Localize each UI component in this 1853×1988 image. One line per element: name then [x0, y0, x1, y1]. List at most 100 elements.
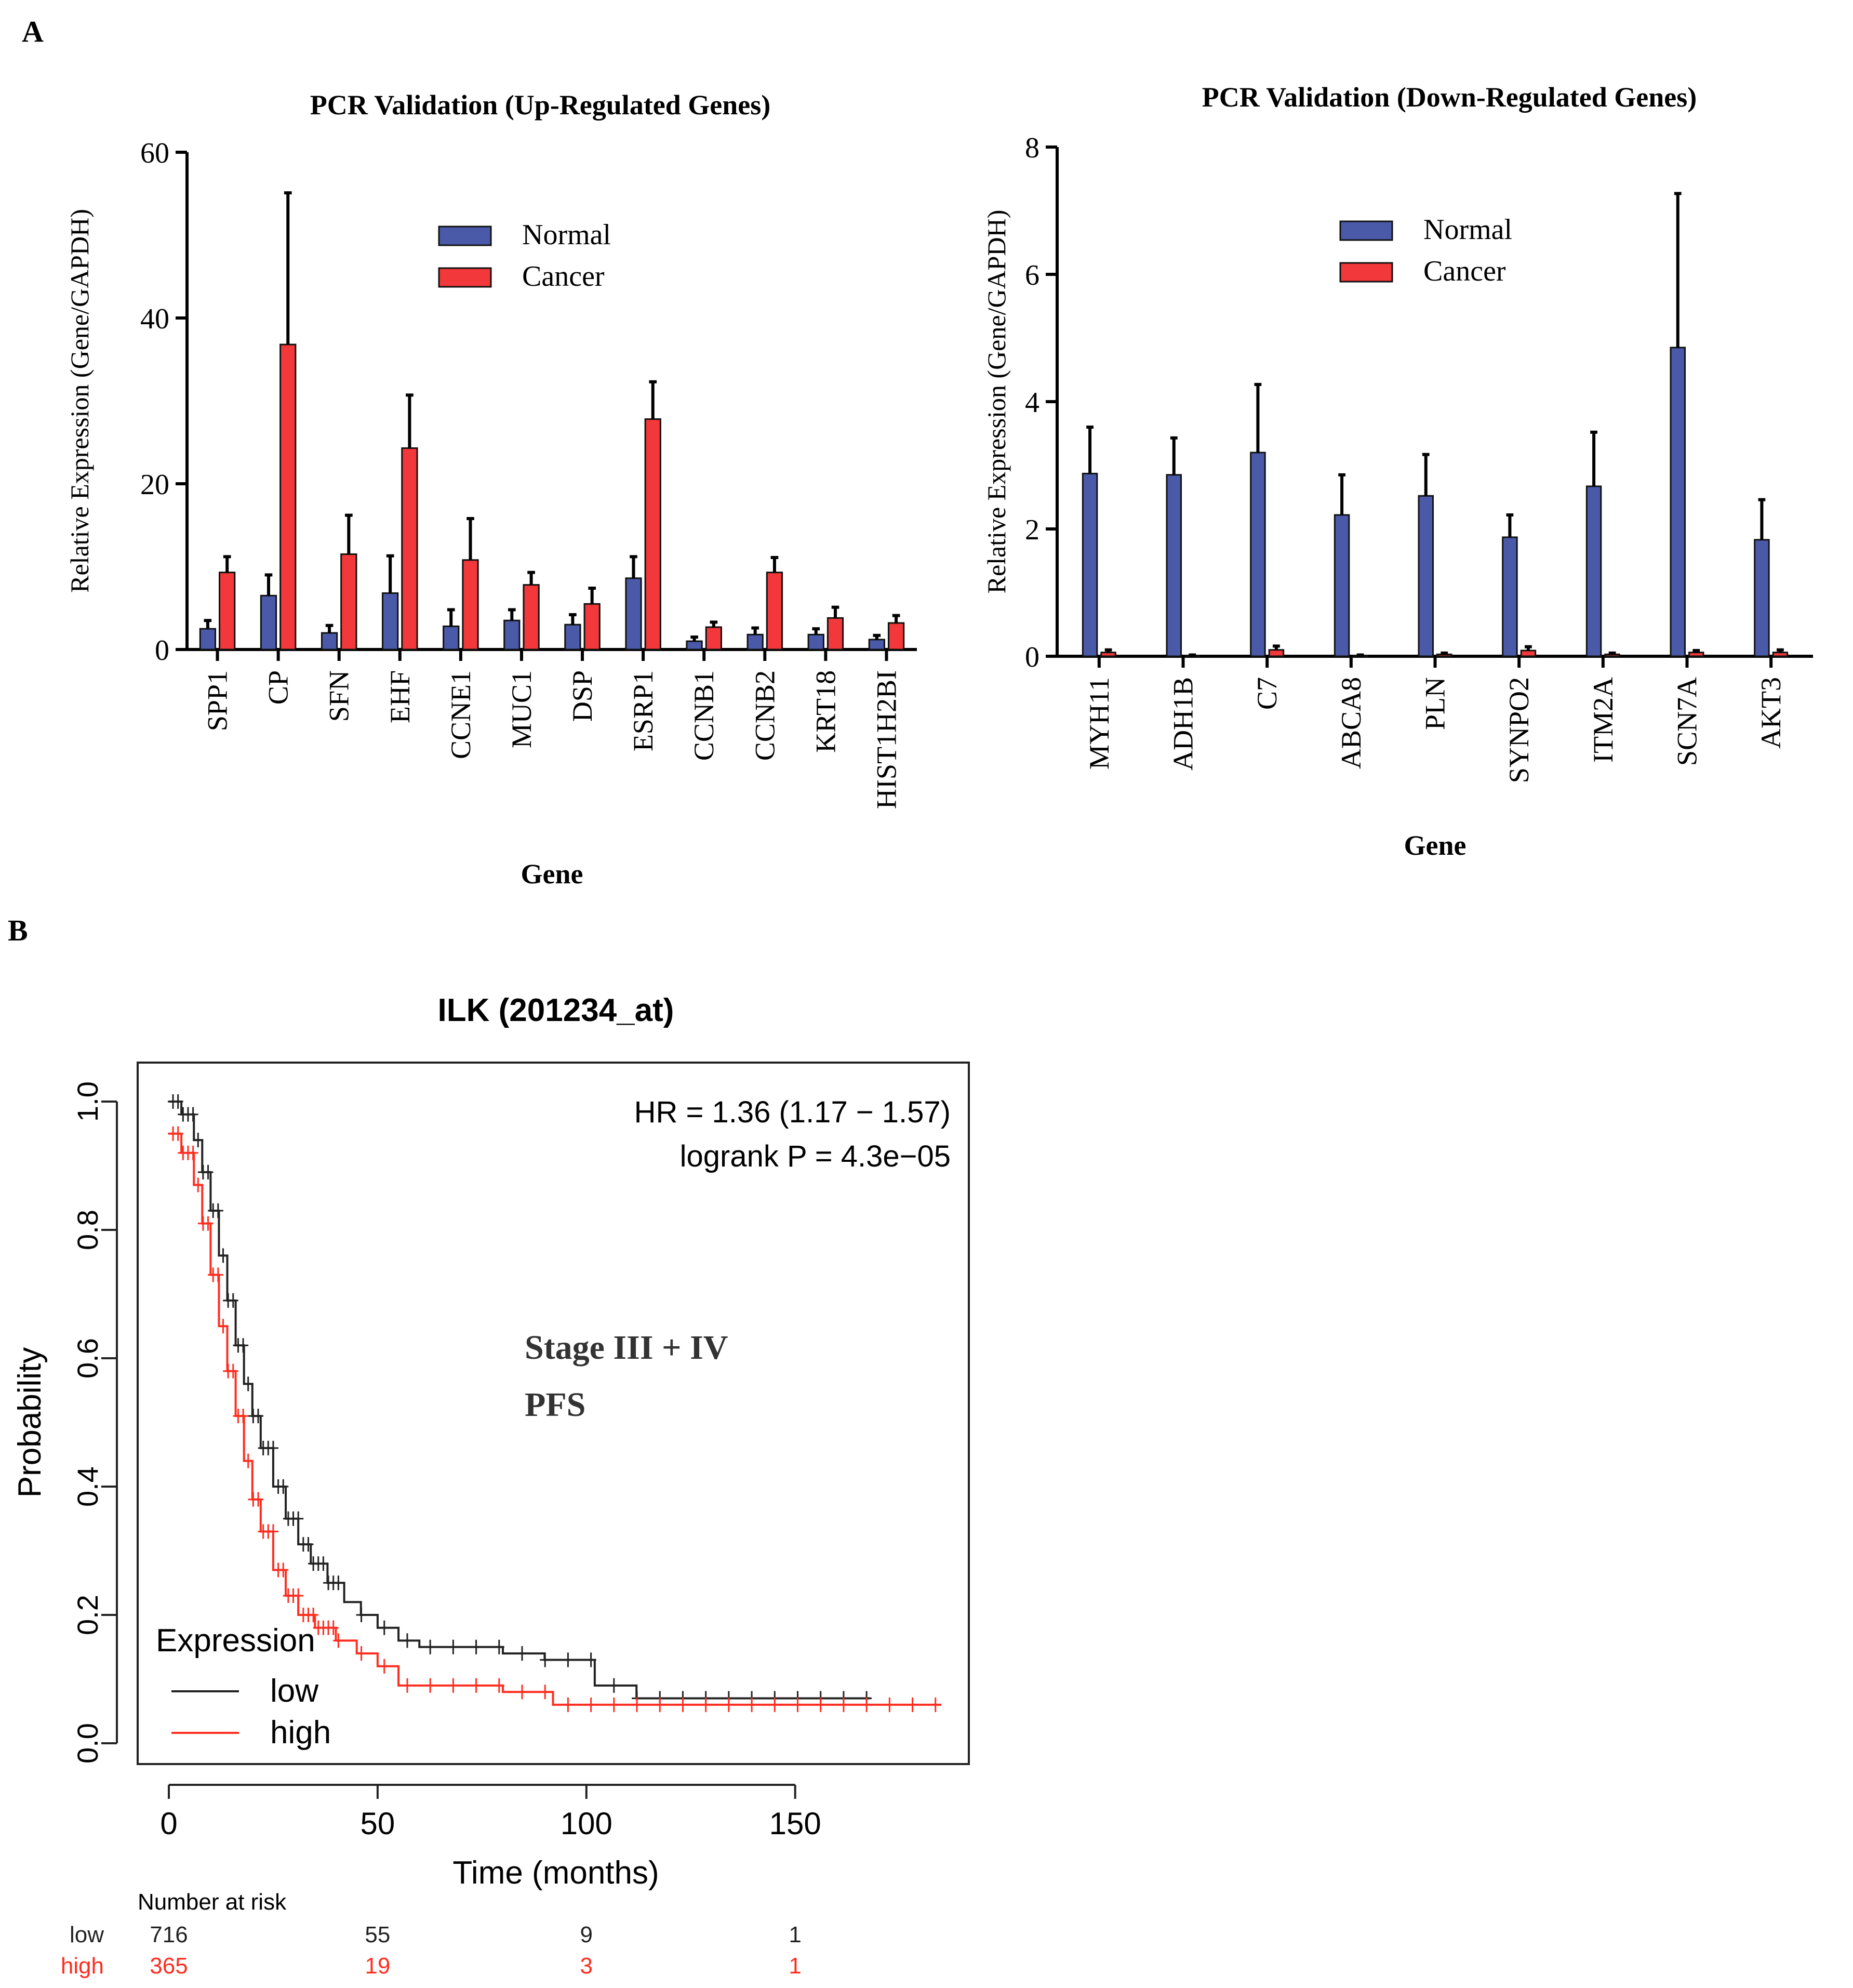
- legend-swatch-normal: [1339, 220, 1393, 241]
- chart-title: PCR Validation (Up-Regulated Genes): [310, 89, 771, 121]
- legend-label-cancer: Cancer: [522, 260, 605, 293]
- x-tick-label: 0: [160, 1806, 177, 1841]
- km-survival-chart: ILK (201234_at) 0.0 0.2 0.4 0.6 0.8 1.0 Probabi…: [12, 992, 970, 1979]
- bar-cancer-ccnb2: [766, 572, 783, 651]
- y-tick-label: 4: [1025, 387, 1039, 419]
- x-tick-label-krt18: KRT18: [810, 670, 841, 753]
- bar-normal-krt18: [807, 633, 824, 651]
- x-tick-label-ehf: EHF: [384, 670, 416, 723]
- bar-cancer-cp: [279, 343, 297, 651]
- bar-normal-sfn: [321, 632, 338, 651]
- bar-normal-ccne1: [443, 625, 460, 651]
- legend-label-high: high: [270, 1715, 331, 1751]
- x-axis-label: Time (months): [452, 1855, 659, 1891]
- bar-normal-spp1: [199, 628, 217, 651]
- y-tick-label: 8: [1025, 132, 1039, 164]
- x-tick-label: 150: [769, 1806, 821, 1841]
- y-tick-label: 0: [1025, 641, 1039, 673]
- x-tick-label-synpo2: SYNPO2: [1503, 677, 1535, 783]
- x-tick-label-pln: PLN: [1420, 677, 1451, 730]
- bar-cancer-ehf: [401, 447, 418, 651]
- bar-cancer-c7: [1268, 649, 1285, 657]
- y-tick-label: 6: [1025, 259, 1039, 291]
- bar-normal-ccnb2: [746, 633, 764, 651]
- y-tick-label: 0.2: [71, 1595, 104, 1635]
- y-axis-label: Relative Expression (Gene/GAPDH): [982, 210, 1011, 594]
- bar-normal-c7: [1250, 452, 1266, 657]
- x-tick-label-akt3: AKT3: [1755, 677, 1787, 749]
- x-axis-label: Gene: [521, 858, 583, 890]
- bar-cancer-esrp1: [644, 418, 661, 651]
- km-curve-low: [169, 1101, 871, 1700]
- bar-cancer-sfn: [340, 553, 357, 651]
- bar-normal-cp: [260, 594, 277, 651]
- bar-cancer-myh11: [1100, 652, 1116, 657]
- x-tick-label-ccnb1: CCNB1: [688, 670, 719, 761]
- y-tick-label: 40: [140, 303, 169, 335]
- legend-label-low: low: [270, 1673, 318, 1709]
- down-regulated-chart: PCR Validation (Down-Regulated Genes) 0 2 4…: [982, 82, 1813, 861]
- risk-value: 3: [580, 1953, 593, 1979]
- logrank-text: logrank P = 4.3e−05: [680, 1139, 951, 1173]
- bar-normal-ccnb1: [686, 640, 703, 651]
- risk-value: 55: [365, 1922, 390, 1947]
- y-tick-label: 0: [155, 634, 169, 667]
- y-tick-label: 60: [140, 137, 169, 169]
- pfs-annotation: PFS: [525, 1386, 585, 1424]
- x-tick-label: 50: [361, 1806, 395, 1841]
- stage-annotation: Stage III + IV: [525, 1329, 728, 1367]
- y-tick-label: 1.0: [71, 1081, 104, 1122]
- bar-normal-pln: [1418, 495, 1434, 657]
- bar-cancer-akt3: [1772, 652, 1789, 657]
- bar-cancer-ccnb1: [705, 626, 722, 651]
- bar-cancer-ccne1: [462, 559, 479, 651]
- bar-normal-esrp1: [625, 577, 642, 651]
- x-tick-label-muc1: MUC1: [506, 670, 537, 748]
- risk-value: 1: [789, 1922, 801, 1947]
- bar-normal-dsp: [564, 624, 581, 651]
- legend-label-normal: Normal: [1423, 214, 1512, 246]
- bar-normal-itm2a: [1585, 485, 1602, 657]
- risk-row-label-low: low: [70, 1922, 104, 1947]
- x-tick-label-sfn: SFN: [324, 670, 355, 722]
- y-axis-label: Probability: [12, 1347, 48, 1497]
- risk-value: 1: [789, 1953, 801, 1979]
- bar-normal-muc1: [503, 619, 521, 651]
- legend-title: Expression: [156, 1623, 315, 1659]
- risk-value: 365: [150, 1953, 188, 1979]
- risk-value: 19: [365, 1953, 390, 1979]
- legend-swatch-normal: [438, 226, 492, 246]
- bar-normal-scn7a: [1670, 347, 1686, 657]
- hazard-ratio-text: HR = 1.36 (1.17 − 1.57): [634, 1095, 951, 1129]
- y-tick-label: 0.8: [71, 1210, 104, 1250]
- x-tick-label-adh1b: ADH1B: [1168, 677, 1199, 771]
- x-tick-label-hist1h2bi: HIST1H2BI: [871, 670, 902, 809]
- panel-label-a: A: [22, 15, 44, 48]
- bar-normal-hist1h2bi: [868, 639, 885, 651]
- bar-cancer-pln: [1436, 653, 1452, 657]
- x-tick-label-c7: C7: [1251, 677, 1283, 710]
- panel-label-b: B: [8, 913, 28, 947]
- km-curve-high: [169, 1132, 941, 1706]
- bar-normal-ehf: [382, 592, 399, 651]
- bar-cancer-hist1h2bi: [887, 622, 905, 651]
- bar-normal-myh11: [1082, 472, 1098, 657]
- y-tick-label: 0.6: [71, 1338, 104, 1379]
- risk-value: 9: [580, 1922, 593, 1947]
- x-tick-label-scn7a: SCN7A: [1672, 677, 1703, 766]
- bar-cancer-itm2a: [1604, 653, 1620, 657]
- censor-marks-low: [168, 1094, 872, 1706]
- bar-cancer-synpo2: [1520, 650, 1537, 657]
- x-tick-label: 100: [561, 1806, 612, 1841]
- x-tick-label-esrp1: ESRP1: [628, 670, 659, 751]
- legend-label-normal: Normal: [522, 219, 611, 251]
- bar-cancer-spp1: [219, 572, 236, 651]
- censor-marks-high: [168, 1126, 941, 1712]
- x-tick-label-ccnb2: CCNB2: [749, 670, 780, 761]
- x-tick-label-myh11: MYH11: [1084, 677, 1115, 770]
- bar-normal-adh1b: [1166, 474, 1182, 657]
- risk-table-header: Number at risk: [138, 1889, 287, 1915]
- legend-swatch-cancer: [1339, 262, 1393, 283]
- chart-title: PCR Validation (Down-Regulated Genes): [1202, 82, 1697, 113]
